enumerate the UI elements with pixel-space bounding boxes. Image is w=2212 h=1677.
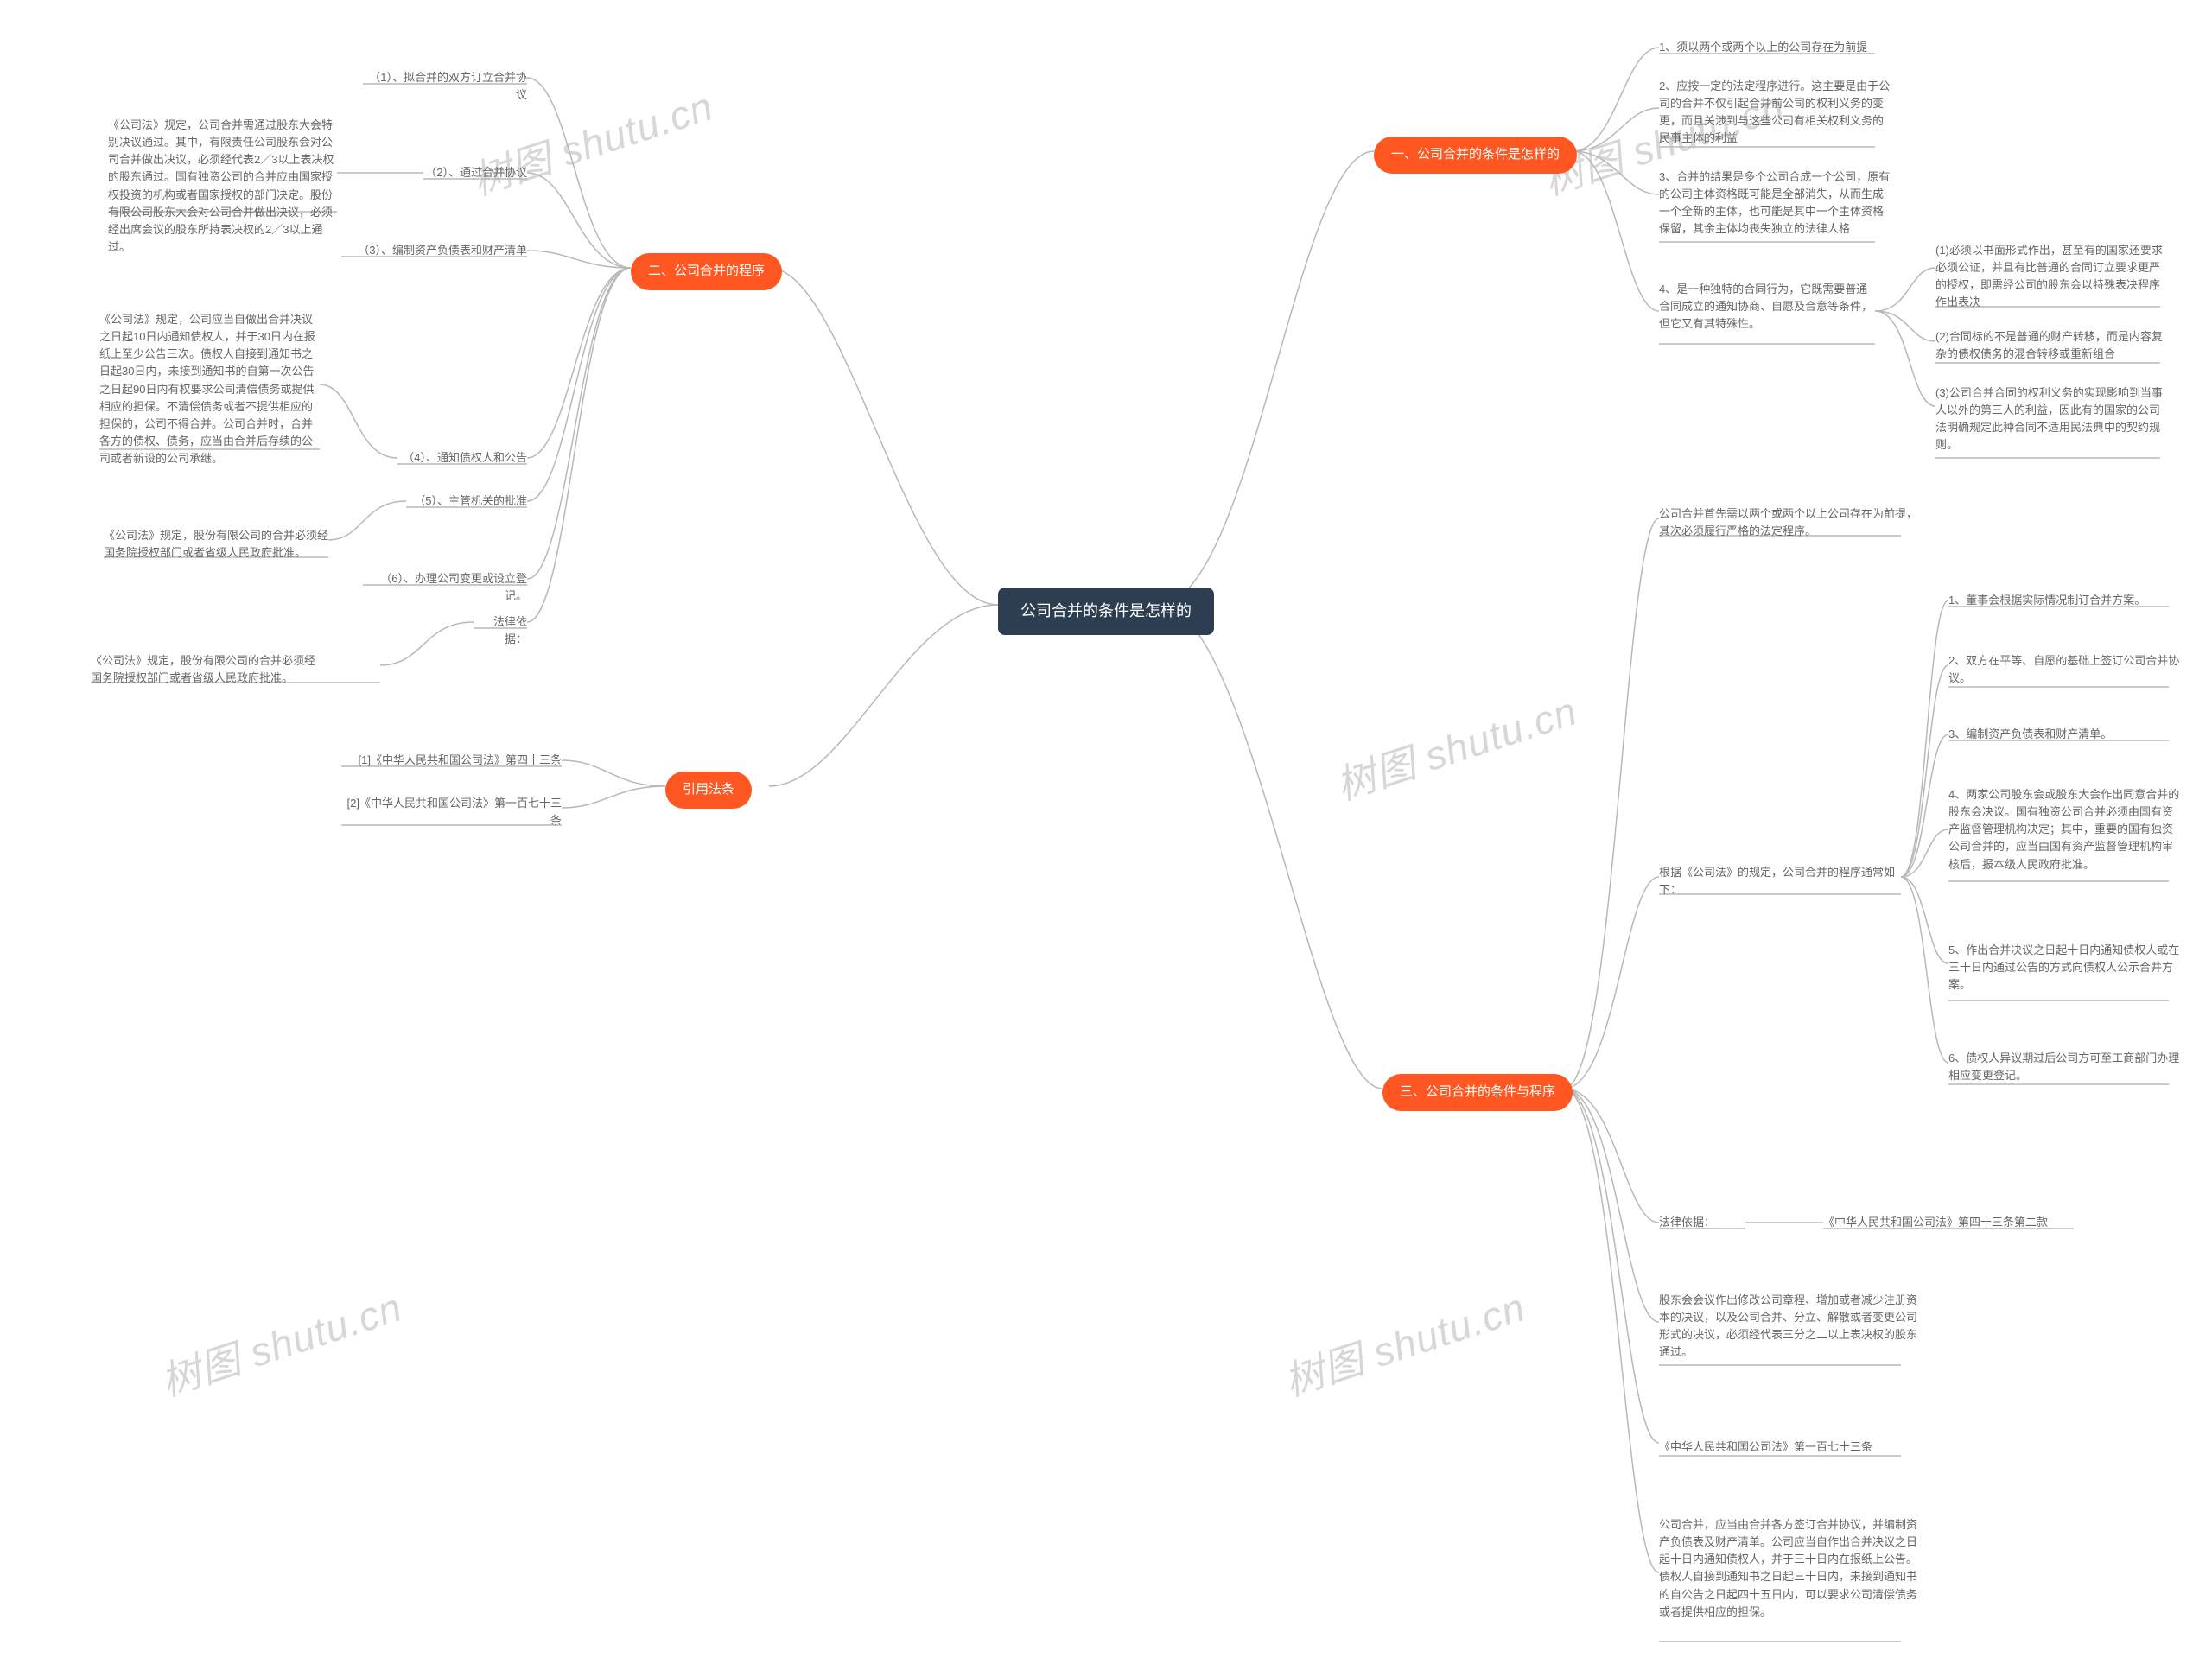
b3-intro: 公司合并首先需以两个或两个以上公司存在为前提，其次必须履行严格的法定程序。 (1659, 505, 1918, 540)
b4-item-2: [2]《中华人民共和国公司法》第一百七十三条 (341, 795, 562, 829)
b2-note-5: 《公司法》规定，股份有限公司的合并必须经国务院授权部门或者省级人民政府批准。 (104, 527, 328, 562)
b2-item-1: （1）、拟合并的双方订立合并协议 (363, 69, 527, 104)
b2-item-6: （6）、办理公司变更或设立登记。 (363, 570, 527, 605)
b3-proc-3: 3、编制资产负债表和财产清单。 (1948, 726, 2112, 743)
b1-item-1: 1、须以两个或两个以上的公司存在为前提 (1659, 39, 1867, 56)
b2-item-7: 法律依据： (474, 613, 527, 648)
b1-sub-3: (3)公司合并合同的权利义务的实现影响到当事人以外的第三人的利益，因此有的国家的… (1936, 384, 2169, 454)
b3-law-2: 股东会会议作出修改公司章程、增加或者减少注册资本的决议，以及公司合并、分立、解散… (1659, 1292, 1918, 1362)
b1-item-2: 2、应按一定的法定程序进行。这主要是由于公司的合并不仅引起合并前公司的权利义务的… (1659, 78, 1892, 148)
b2-item-3: （3）、编制资产负债表和财产清单 (341, 242, 527, 259)
b3-proc-4: 4、两家公司股东会或股东大会作出同意合并的股东会决议。国有独资公司合并必须由国有… (1948, 786, 2182, 873)
watermark: 树图 shutu.cn (1328, 680, 1584, 811)
b2-note-7: 《公司法》规定，股份有限公司的合并必须经国务院授权部门或者省级人民政府批准。 (91, 652, 324, 687)
branch-2: 二、公司合并的程序 (631, 253, 782, 290)
b4-item-1: [1]《中华人民共和国公司法》第四十三条 (341, 752, 562, 769)
b1-sub-1: (1)必须以书面形式作出，甚至有的国家还要求必须公证，并且有比普通的合同订立要求… (1936, 242, 2169, 312)
b3-law-3: 《中华人民共和国公司法》第一百七十三条 (1659, 1439, 1872, 1456)
b2-item-5: （5）、主管机关的批准 (406, 492, 527, 510)
b3-proc-5: 5、作出合并决议之日起十日内通知债权人或在三十日内通过公告的方式向债权人公示合并… (1948, 942, 2182, 994)
b3-proc-2: 2、双方在平等、自愿的基础上签订公司合并协议。 (1948, 652, 2182, 687)
b3-proc-6: 6、债权人异议期过后公司方可至工商部门办理相应变更登记。 (1948, 1050, 2182, 1084)
b2-item-2: （2）、通过合并协议 (423, 164, 527, 181)
b3-proc-label: 根据《公司法》的规定，公司合并的程序通常如下： (1659, 864, 1901, 899)
watermark: 树图 shutu.cn (153, 1276, 409, 1407)
b2-item-4: （4）、通知债权人和公告 (397, 449, 527, 467)
b1-item-4: 4、是一种独特的合同行为，它既需要普通合同成立的通知协商、自愿及合意等条件，但它… (1659, 281, 1875, 333)
mindmap-center: 公司合并的条件是怎样的 (998, 588, 1214, 635)
b3-law-label: 法律依据： (1659, 1214, 1737, 1231)
b3-law-4: 公司合并，应当由合并各方签订合并协议，并编制资产负债表及财产清单。公司应当自作出… (1659, 1516, 1918, 1621)
branch-3: 三、公司合并的条件与程序 (1382, 1074, 1573, 1111)
b2-note-4: 《公司法》规定，公司应当自做出合并决议之日起10日内通知债权人，并于30日内在报… (99, 311, 320, 467)
b2-note-2: 《公司法》规定，公司合并需通过股东大会特别决议通过。其中，有限责任公司股东会对公… (108, 117, 337, 256)
b1-sub-2: (2)合同标的不是普通的财产转移，而是内容复杂的债权债务的混合转移或重新组合 (1936, 328, 2169, 363)
watermark: 树图 shutu.cn (1276, 1276, 1532, 1407)
b3-proc-1: 1、董事会根据实际情况制订合并方案。 (1948, 592, 2145, 609)
b1-item-3: 3、合并的结果是多个公司合成一个公司，原有的公司主体资格既可能是全部消失，从而生… (1659, 168, 1892, 238)
branch-4: 引用法条 (665, 772, 752, 809)
branch-1: 一、公司合并的条件是怎样的 (1374, 137, 1577, 174)
b3-law-1: 《中华人民共和国公司法》第四十三条第二款 (1823, 1214, 2048, 1231)
